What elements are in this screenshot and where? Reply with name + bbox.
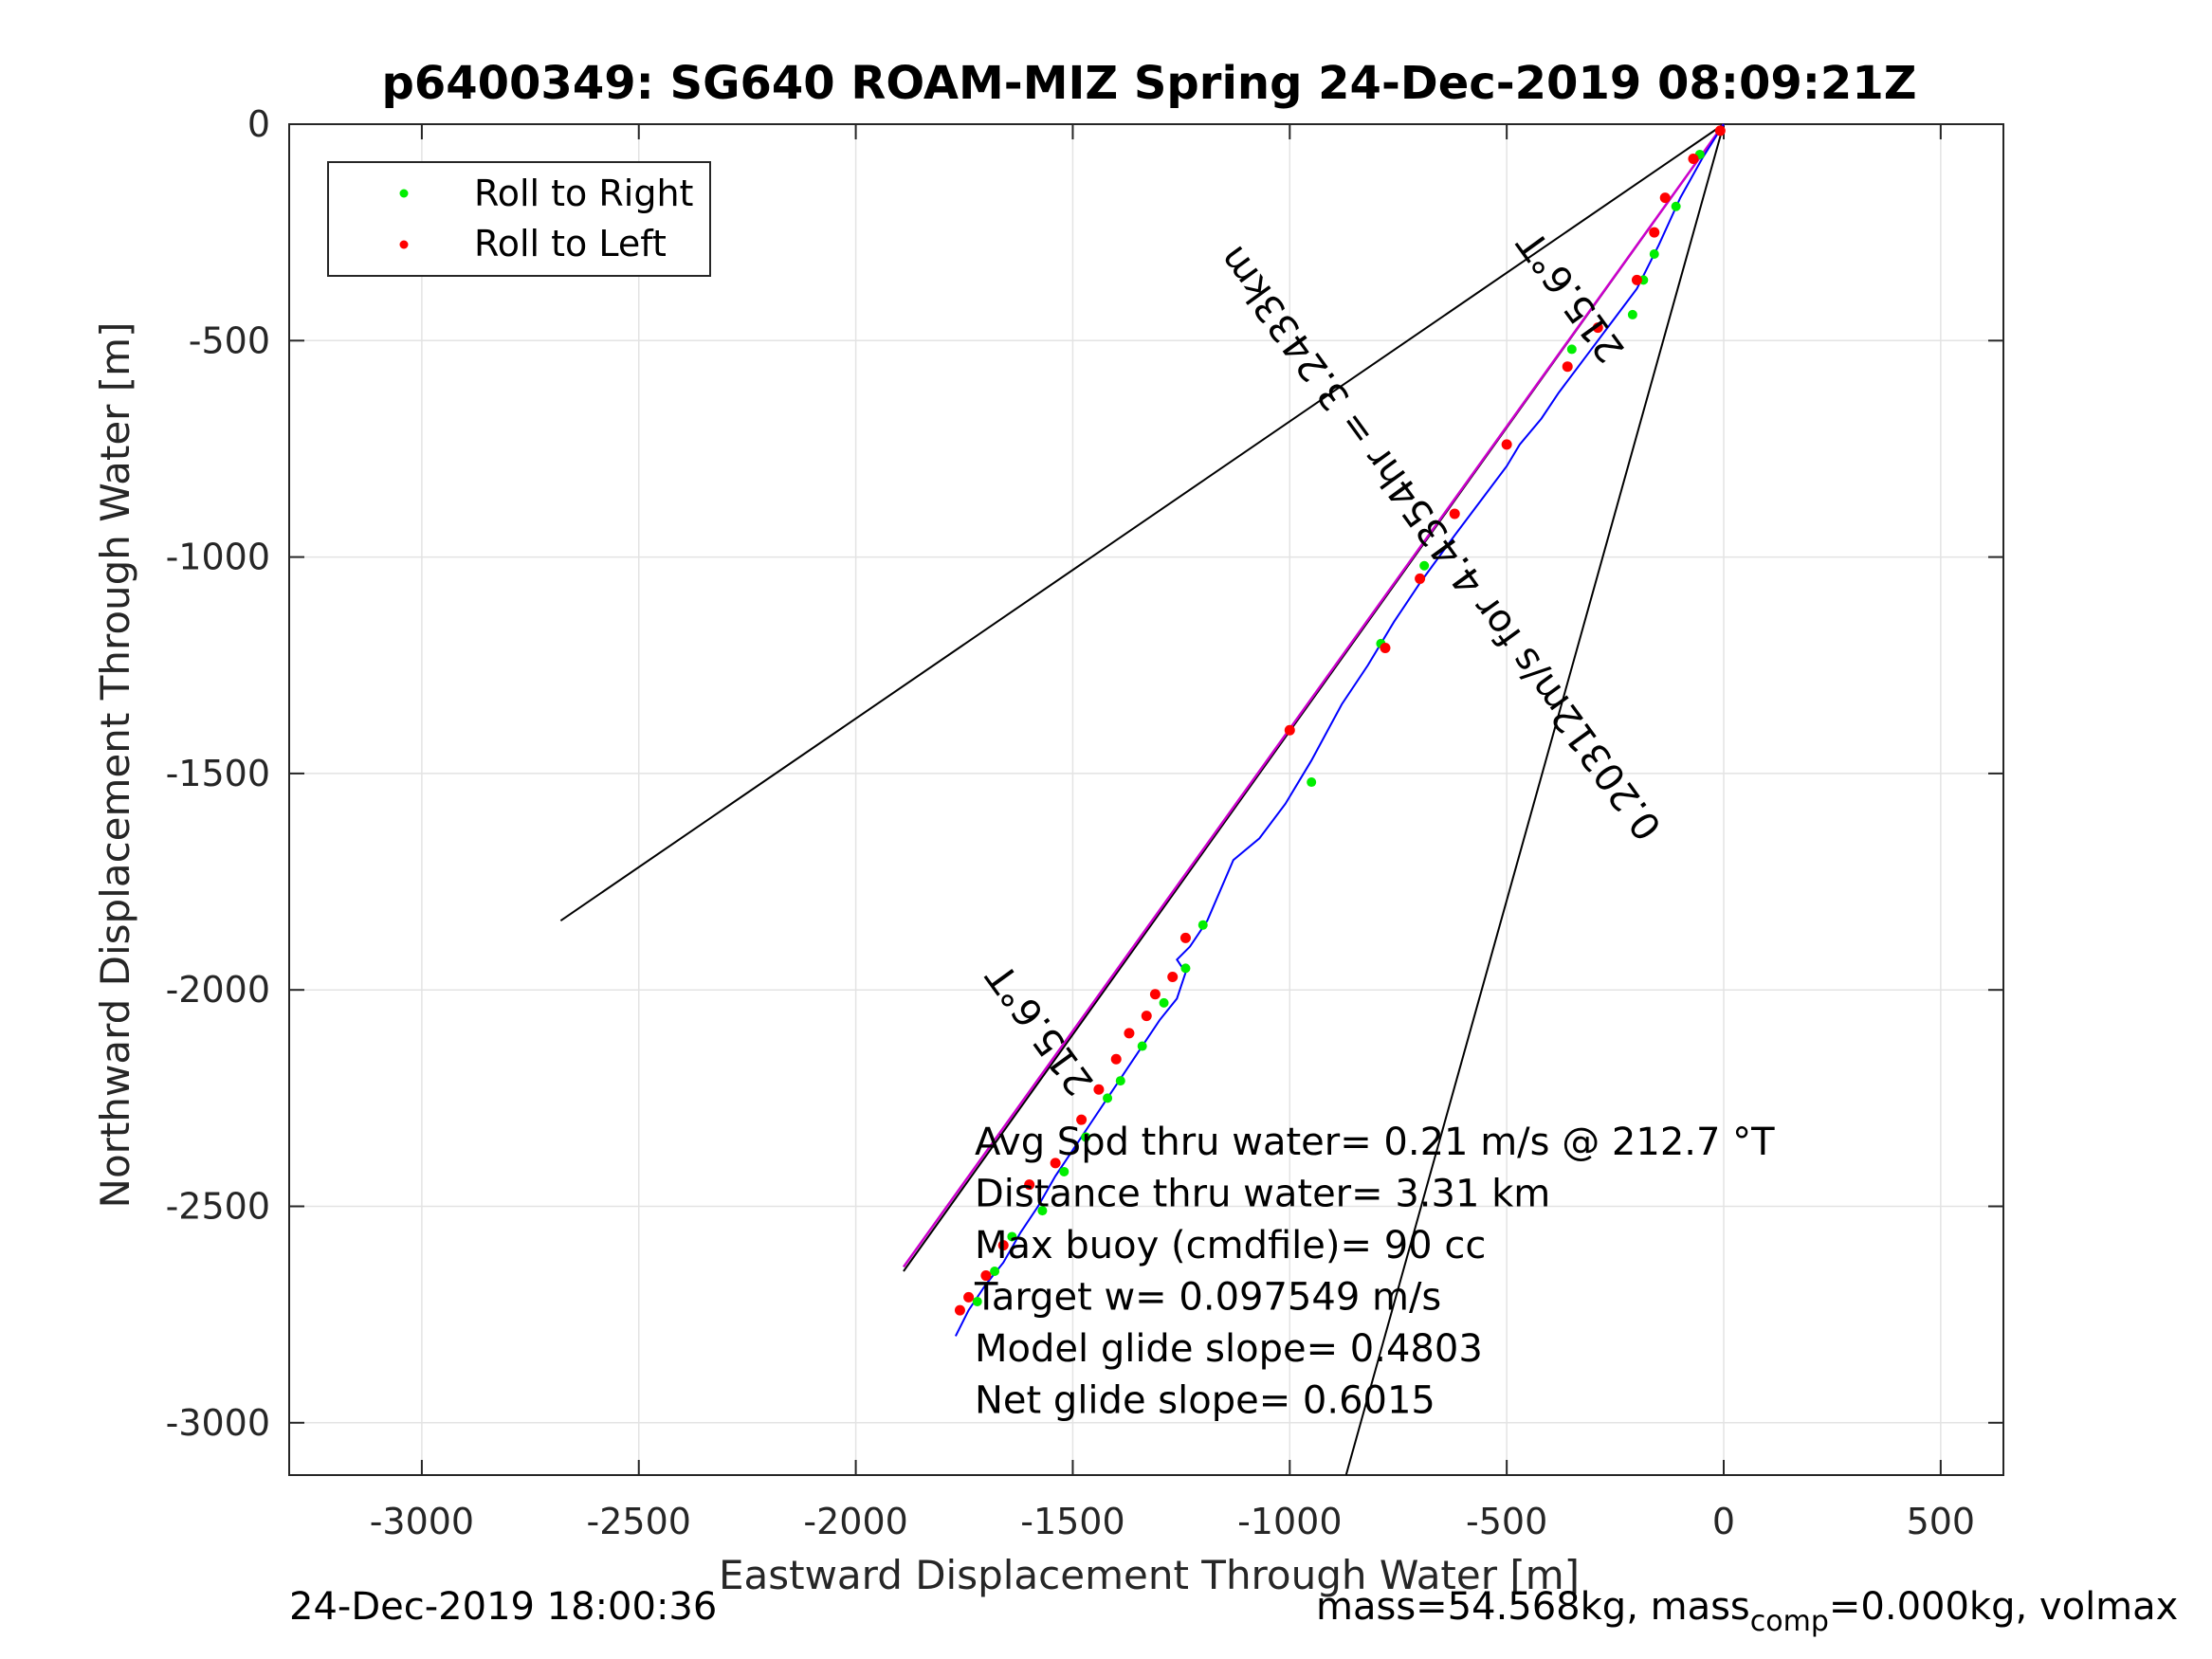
roll-left-point: [1380, 642, 1391, 653]
roll-left-point: [997, 1240, 1009, 1251]
track-line: [954, 123, 1725, 1337]
legend-label-right: Roll to Right: [474, 173, 693, 214]
axes: -3000 -2500 -2000 -1500 -1000 -500 0 500 0 -500 -1…: [166, 103, 2004, 1542]
roll-left-point: [1562, 361, 1573, 373]
mass-rest: =0.000kg, volmax: [1828, 1585, 2179, 1629]
grid: [289, 123, 2003, 1475]
roll-left-point: [1110, 1053, 1122, 1065]
roll-right-point: [1115, 1076, 1125, 1086]
stats-line: Avg Spd thru water= 0.21 m/s @ 212.7 °T: [975, 1121, 1775, 1164]
footer-timestamp: 24-Dec-2019 18:00:36: [289, 1585, 718, 1629]
roll-left-point: [1093, 1084, 1105, 1095]
reference-lines: [559, 123, 1725, 1475]
annotations: 215.6°T0.20312m/s for 4.4354hr = 3.2433k…: [974, 222, 1775, 1422]
x-tick-label: 0: [1712, 1501, 1735, 1542]
mass-sub: comp: [1749, 1605, 1829, 1638]
roll-left-point: [1124, 1028, 1135, 1039]
roll-right-point: [1566, 344, 1577, 355]
stats-line: Model glide slope= 0.4803: [975, 1327, 1483, 1371]
y-tick-label: -1000: [166, 537, 270, 578]
y-tick-label: -3000: [166, 1402, 270, 1444]
roll-right-point: [1307, 777, 1317, 788]
roll-left-point: [1024, 1179, 1035, 1191]
legend-label-left: Roll to Left: [474, 223, 667, 264]
roll-left-point: [1167, 972, 1179, 983]
roll-left-point: [1076, 1114, 1088, 1125]
roll-right-point: [1671, 201, 1681, 211]
roll-left-point: [980, 1270, 992, 1282]
roll-left-point: [1284, 724, 1295, 736]
roll-left-point: [1688, 154, 1699, 165]
roll-left-point: [1631, 274, 1642, 285]
stats-line: Net glide slope= 0.6015: [975, 1379, 1435, 1423]
roll-left-point: [963, 1291, 975, 1303]
y-tick-label: -1500: [166, 753, 270, 794]
legend-marker-right: [399, 189, 409, 198]
legend-marker-left: [399, 240, 409, 249]
roll-right-point: [1081, 1132, 1091, 1142]
x-tick-label: -1000: [1237, 1501, 1342, 1542]
y-axis-label: Northward Displacement Through Water [m]: [92, 322, 138, 1209]
x-axis-label: Eastward Displacement Through Water [m]: [719, 1552, 1580, 1598]
x-tick-label: -500: [1466, 1501, 1547, 1542]
x-tick-label: -2500: [587, 1501, 691, 1542]
roll-right-point: [1059, 1166, 1069, 1176]
x-tick-label: -1500: [1020, 1501, 1124, 1542]
roll-left-point: [1649, 227, 1660, 238]
roll-left-point: [1592, 322, 1603, 334]
roll-right-point: [1627, 309, 1637, 319]
roll-right-point: [1197, 920, 1208, 930]
reference-line: [559, 123, 1725, 921]
x-tick-label: -3000: [370, 1501, 474, 1542]
roll-left-point: [1714, 125, 1726, 137]
mass-text: mass=54.568kg, mass: [1316, 1585, 1750, 1629]
plot-frame: [288, 123, 2004, 1476]
roll-left-point: [1179, 932, 1191, 943]
reference-line: [1344, 123, 1725, 1475]
roll-left-point: [1501, 439, 1512, 450]
footer-mass: mass=54.568kg, masscomp=0.000kg, volmax: [1316, 1585, 2178, 1638]
roll-right-point: [1007, 1231, 1017, 1242]
roll-right-point: [972, 1296, 982, 1306]
roll-right-point: [1419, 560, 1430, 571]
roll-left-point: [954, 1304, 965, 1316]
series-layer: [902, 123, 1726, 1337]
stats-line: Target w= 0.097549 m/s: [974, 1276, 1441, 1320]
roll-right-point: [1103, 1093, 1113, 1103]
roll-left-point: [1141, 1011, 1152, 1022]
roll-right-point: [1037, 1206, 1048, 1216]
roll-right-point: [1649, 248, 1659, 259]
roll-left-point: [1149, 989, 1161, 1000]
chart-title: p6400349: SG640 ROAM-MIZ Spring 24-Dec-2…: [381, 57, 1916, 110]
legend: Roll to Right Roll to Left: [327, 161, 711, 277]
y-tick-label: -2500: [166, 1186, 270, 1228]
roll-left-point: [1659, 192, 1671, 204]
heading-line: [902, 123, 1726, 1268]
x-tick-label: -2000: [803, 1501, 907, 1542]
y-tick-label: 0: [247, 103, 270, 145]
roll-left-point: [1415, 573, 1426, 584]
roll-right-point: [1159, 997, 1169, 1008]
y-tick-label: -500: [189, 319, 270, 361]
roll-right-point: [1180, 963, 1191, 974]
roll-right-point: [990, 1266, 1000, 1276]
x-tick-label: 500: [1907, 1501, 1976, 1542]
y-tick-label: -2000: [166, 969, 270, 1011]
roll-left-point: [1449, 508, 1460, 520]
stats-line: Distance thru water= 3.31 km: [975, 1173, 1550, 1216]
roll-right-point: [1137, 1041, 1147, 1051]
stats-line: Max buoy (cmdfile)= 90 cc: [975, 1224, 1486, 1267]
roll-left-point: [1050, 1158, 1061, 1169]
legend-box: [327, 161, 711, 277]
